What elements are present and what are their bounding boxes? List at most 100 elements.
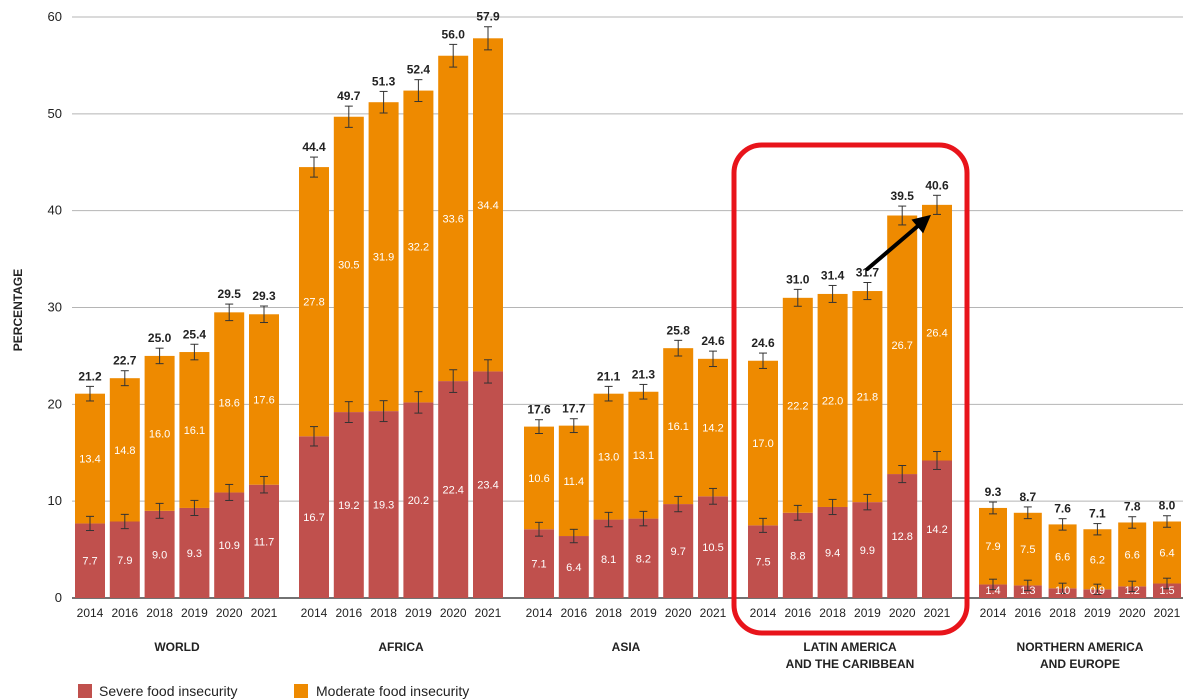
label-moderate: 27.8 (303, 297, 324, 309)
bar-severe (109, 521, 140, 598)
y-tick-label: 40 (48, 203, 62, 218)
bar-moderate (179, 352, 210, 508)
error-bar-total (414, 79, 423, 103)
bar-moderate (852, 291, 883, 503)
error-bar-total (260, 305, 268, 324)
bar-severe (1118, 586, 1147, 598)
x-tick-label: 2019 (630, 606, 657, 620)
error-bar-severe (1163, 577, 1171, 590)
error-bar-total (379, 90, 388, 114)
bar-severe (852, 502, 883, 598)
error-bar-total (759, 352, 767, 369)
region-label: LATIN AMERICA (803, 640, 897, 654)
label-moderate: 26.4 (926, 328, 947, 340)
bar-moderate (403, 90, 434, 403)
error-bar-total (120, 370, 129, 387)
label-severe: 7.1 (531, 559, 546, 571)
error-bar-severe (414, 391, 423, 414)
bar-moderate (1153, 521, 1181, 584)
bar-severe (558, 536, 589, 598)
label-total: 56.0 (442, 27, 466, 41)
bar-severe (817, 506, 848, 598)
error-bar-severe (225, 483, 234, 501)
label-total: 29.5 (218, 287, 242, 301)
error-bar-severe (674, 495, 683, 513)
label-total: 7.1 (1089, 507, 1106, 521)
label-moderate: 7.5 (1020, 544, 1035, 556)
legend: Severe food insecurity Moderate food ins… (78, 683, 469, 699)
bar-moderate (144, 355, 175, 511)
label-moderate: 26.7 (891, 340, 912, 352)
label-total: 51.3 (372, 74, 396, 88)
error-bar-severe (639, 510, 648, 527)
label-moderate: 22.0 (822, 395, 843, 407)
x-tick-label: 2018 (819, 606, 846, 620)
error-bar-severe (933, 451, 941, 470)
bar-severe (249, 484, 279, 598)
label-severe: 1.2 (1125, 585, 1140, 597)
label-severe: 7.5 (755, 557, 770, 569)
label-severe: 7.9 (117, 555, 132, 567)
y-tick-label: 30 (48, 300, 62, 315)
bar-moderate (473, 38, 503, 372)
x-tick-label: 2016 (560, 606, 587, 620)
bar-severe (144, 510, 175, 598)
label-moderate: 6.6 (1055, 551, 1070, 563)
label-total: 49.7 (337, 89, 361, 103)
region-label: AFRICA (378, 640, 424, 654)
error-bar-severe (449, 369, 458, 393)
label-moderate: 31.9 (373, 252, 394, 264)
x-tick-label: 2014 (526, 606, 553, 620)
label-total: 8.7 (1019, 490, 1036, 504)
label-moderate: 17.6 (253, 394, 274, 406)
x-tick-label: 2020 (1119, 606, 1146, 620)
region-label: WORLD (154, 640, 200, 654)
bar-severe (179, 507, 210, 598)
bar-severe (782, 512, 813, 598)
label-moderate: 18.6 (218, 397, 239, 409)
label-severe: 1.4 (985, 585, 1000, 597)
annotations (731, 142, 970, 636)
label-total: 9.3 (985, 485, 1002, 499)
label-severe: 9.0 (152, 549, 167, 561)
label-total: 44.4 (302, 140, 326, 154)
bar-severe (75, 523, 105, 598)
label-total: 52.4 (407, 63, 431, 77)
label-moderate: 14.2 (702, 423, 723, 435)
bar-severe (299, 436, 329, 598)
x-tick-label: 2020 (889, 606, 916, 620)
error-bar-total (639, 383, 648, 400)
bar-severe (748, 525, 778, 598)
error-bar-total (863, 282, 872, 301)
bar-moderate (593, 393, 624, 520)
label-moderate: 34.4 (477, 200, 498, 212)
error-bar-total (310, 156, 318, 178)
label-total: 31.0 (786, 272, 810, 286)
y-tick-label: 10 (48, 493, 62, 508)
bar-severe (333, 412, 364, 598)
label-severe: 9.7 (671, 546, 686, 558)
label-total: 24.6 (701, 334, 725, 348)
bar-severe (979, 584, 1007, 598)
x-tick-label: 2021 (700, 606, 727, 620)
error-bar-total (1023, 506, 1032, 520)
x-tick-label: 2018 (146, 606, 173, 620)
label-moderate: 7.9 (985, 541, 1000, 553)
label-severe: 8.1 (601, 554, 616, 566)
label-moderate: 30.5 (338, 259, 359, 271)
error-bar-severe (863, 493, 872, 511)
bar-moderate (628, 391, 659, 519)
bar-severe (403, 402, 434, 598)
error-bar-severe (898, 464, 907, 484)
error-bar-severe (260, 475, 268, 494)
x-tick-label: 2021 (475, 606, 502, 620)
error-bar-severe (1093, 583, 1102, 595)
error-bar-severe (1058, 582, 1067, 594)
legend-label-moderate: Moderate food insecurity (316, 683, 469, 699)
label-total: 39.5 (891, 189, 915, 203)
bar-moderate (249, 314, 279, 485)
label-moderate: 33.6 (442, 213, 463, 225)
bar-moderate (75, 393, 105, 524)
label-total: 25.4 (183, 327, 207, 341)
